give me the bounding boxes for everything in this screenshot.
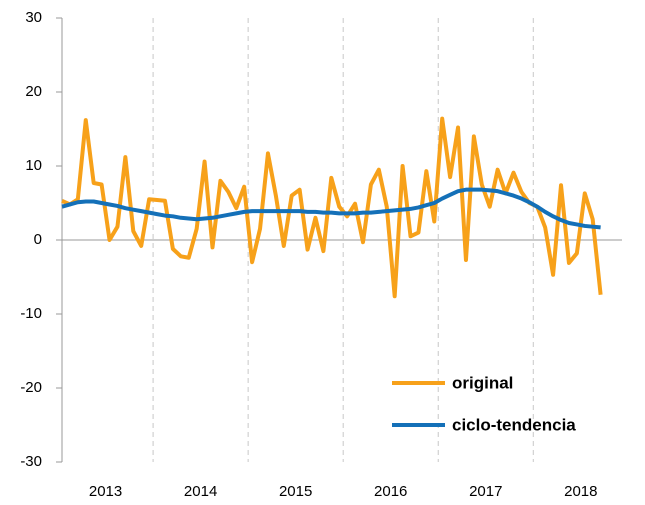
y-tick-label: -30 xyxy=(20,453,42,470)
series-line xyxy=(61,116,603,299)
x-tick-label: 2017 xyxy=(469,483,502,500)
legend-label: ciclo-tendencia xyxy=(452,415,576,434)
x-tick-label: 2016 xyxy=(374,483,407,500)
y-tick-label: -10 xyxy=(20,305,42,322)
legend-label: original xyxy=(452,373,513,392)
y-tick-label: 0 xyxy=(34,231,42,248)
y-tick-label: 10 xyxy=(25,157,42,174)
x-tick-label: 2018 xyxy=(564,483,597,500)
x-tick-label: 2014 xyxy=(184,483,217,500)
x-tick-label: 2015 xyxy=(279,483,312,500)
series-line xyxy=(61,187,601,230)
x-tick-label: 2013 xyxy=(89,483,122,500)
y-tick-label: 20 xyxy=(25,83,42,100)
y-tick-label: 30 xyxy=(25,9,42,26)
y-tick-label: -20 xyxy=(20,379,42,396)
